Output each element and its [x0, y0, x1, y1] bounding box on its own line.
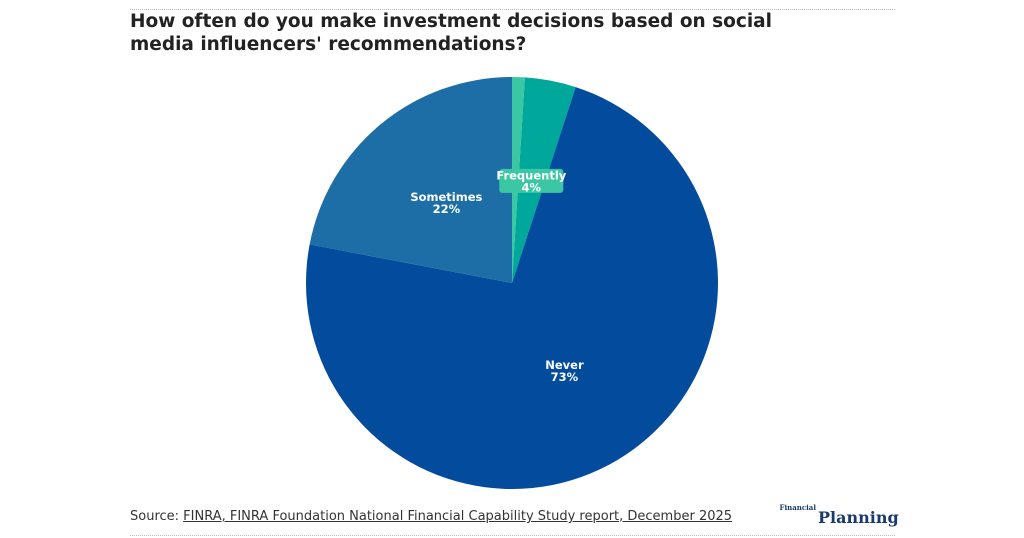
- slice-value-label: 22%: [433, 202, 461, 216]
- chart-title: How often do you make investment decisio…: [130, 11, 772, 55]
- slice-label: Sometimes: [410, 190, 482, 204]
- logo-small: Financial: [779, 503, 816, 512]
- bottom-rule: [130, 535, 895, 536]
- top-rule: [130, 9, 895, 10]
- source-label: Source:: [130, 509, 180, 524]
- source-link[interactable]: FINRA, FINRA Foundation National Financi…: [183, 509, 733, 524]
- slice-label: Frequently: [496, 168, 566, 182]
- logo-big: Planning: [818, 508, 899, 527]
- label-background: [499, 168, 564, 193]
- slice-label: Never: [545, 358, 584, 372]
- source: Source: FINRA, FINRA Foundation National…: [130, 509, 732, 524]
- pie-slice: [309, 77, 512, 283]
- slice-value-label: 73%: [551, 370, 579, 384]
- pie-slice: [306, 87, 718, 490]
- slice-value-label: 4%: [522, 180, 542, 194]
